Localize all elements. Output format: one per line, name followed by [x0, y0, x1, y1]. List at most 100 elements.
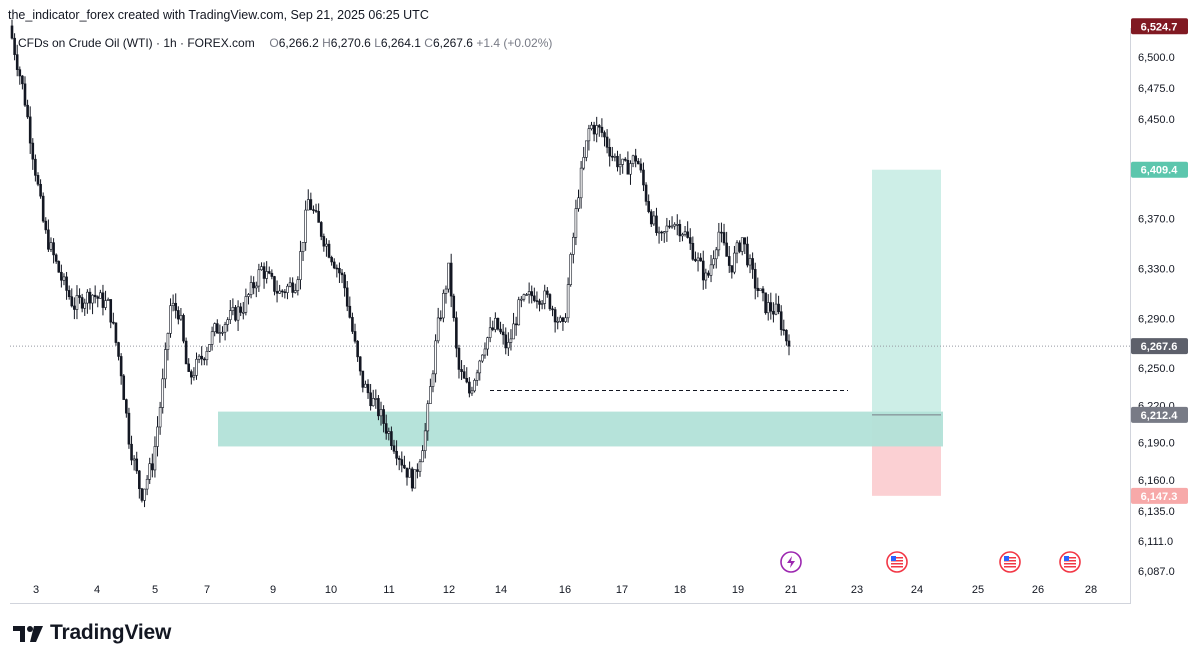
candle-body	[442, 293, 445, 319]
candle-body	[785, 329, 788, 342]
candle-body	[468, 381, 471, 394]
candle-body	[335, 267, 339, 270]
candle-body	[538, 300, 541, 305]
candle-body	[86, 291, 89, 304]
candle-body	[127, 412, 131, 445]
candle-body	[34, 158, 37, 176]
x-axis-tick: 17	[616, 584, 628, 596]
us-flag-icon[interactable]	[886, 551, 908, 573]
candle-body	[592, 124, 596, 135]
candle-body	[249, 282, 253, 295]
candle-body	[540, 303, 544, 305]
candle-body	[652, 215, 656, 225]
candle-body	[507, 342, 510, 349]
candle-body	[200, 355, 204, 360]
candle-body	[169, 305, 172, 334]
candle-body	[673, 224, 676, 227]
us-flag-icon[interactable]	[999, 551, 1021, 573]
chart-frame	[10, 28, 1131, 604]
candle-body	[772, 310, 775, 315]
candle-body	[312, 209, 315, 211]
candle-body	[452, 295, 456, 319]
close-label: C	[424, 36, 433, 50]
candle-body	[239, 306, 242, 313]
candle-body	[80, 297, 84, 309]
candle-body	[164, 349, 167, 380]
candle-body	[631, 155, 635, 164]
target-zone[interactable]	[872, 169, 941, 415]
candle-body	[597, 125, 601, 128]
candle-body	[564, 317, 567, 322]
candle-body	[151, 463, 154, 471]
candle-body	[642, 169, 645, 186]
candle-body	[379, 409, 383, 417]
candle-body	[774, 303, 778, 315]
candle-body	[759, 288, 762, 291]
candle-body	[426, 403, 430, 432]
candle-body	[585, 140, 588, 158]
candle-body	[735, 242, 739, 254]
candle-body	[286, 285, 289, 293]
candle-body	[738, 242, 741, 252]
price-chart[interactable]: 6,500.0 6,475.0 6,450.0 6,370.0 6,330.0 6,290…	[0, 0, 1200, 610]
candle-body	[670, 225, 674, 228]
candle-body	[112, 321, 115, 324]
candle-body	[218, 332, 222, 334]
open-label: O	[269, 36, 279, 50]
candle-body	[343, 274, 346, 289]
candle-body	[296, 279, 300, 291]
change-value: +1.4 (+0.02%)	[476, 36, 553, 50]
candle-body	[306, 199, 310, 211]
candle-body	[254, 285, 258, 289]
candle-body	[99, 292, 102, 299]
candle-body	[130, 443, 133, 461]
candle-body	[600, 126, 604, 133]
candle-body	[319, 222, 323, 237]
symbol-legend: CFDs on Crude Oil (WTI) · 1h · FOREX.com…	[18, 36, 552, 50]
candle-body	[44, 220, 48, 231]
candle-body	[455, 317, 458, 349]
brand-name: TradingView	[50, 621, 172, 644]
candle-body	[78, 295, 81, 298]
symbol-name[interactable]: CFDs on Crude Oil (WTI) · 1h · FOREX.com	[18, 36, 255, 50]
candle-body	[330, 257, 333, 263]
candle-body	[340, 272, 344, 276]
x-axis-tick: 9	[270, 584, 276, 596]
x-axis-tick: 12	[443, 584, 455, 596]
candle-body	[73, 305, 76, 310]
close-value: 6,267.6	[432, 36, 473, 50]
candle-body	[429, 386, 432, 404]
candle-body	[299, 251, 302, 280]
tradingview-brand[interactable]: TradingView	[12, 621, 171, 645]
price-tag-label: 6,267.6	[1141, 341, 1178, 353]
price-tag-stop	[1131, 487, 1188, 504]
candle-body	[566, 284, 570, 319]
candle-body	[543, 290, 547, 304]
y-axis-tick: 6,160.0	[1138, 475, 1175, 487]
candle-body	[119, 356, 123, 377]
candle-body	[184, 340, 188, 365]
energy-event-icon[interactable]	[780, 551, 802, 573]
candle-body	[49, 242, 53, 250]
candle-body	[478, 360, 482, 374]
x-axis-tick: 7	[204, 584, 210, 596]
candle-body	[41, 195, 45, 222]
candle-body	[753, 269, 757, 289]
candle-body	[197, 355, 201, 360]
candle-body	[174, 302, 178, 311]
us-flag-icon[interactable]	[1059, 551, 1081, 573]
candle-body	[621, 158, 624, 165]
candle-body	[782, 329, 786, 331]
candle-body	[117, 342, 120, 357]
candle-body	[31, 142, 35, 160]
candle-body	[371, 398, 375, 407]
candle-body	[748, 258, 752, 266]
price-tag-label: 6,147.3	[1141, 491, 1178, 503]
demand-zone[interactable]	[218, 411, 943, 447]
candle-body	[457, 347, 461, 370]
candle-body	[145, 478, 149, 490]
candle-body	[262, 266, 266, 279]
x-axis-tick: 25	[972, 584, 984, 596]
candle-body	[28, 116, 32, 144]
x-axis-tick: 11	[383, 584, 394, 596]
